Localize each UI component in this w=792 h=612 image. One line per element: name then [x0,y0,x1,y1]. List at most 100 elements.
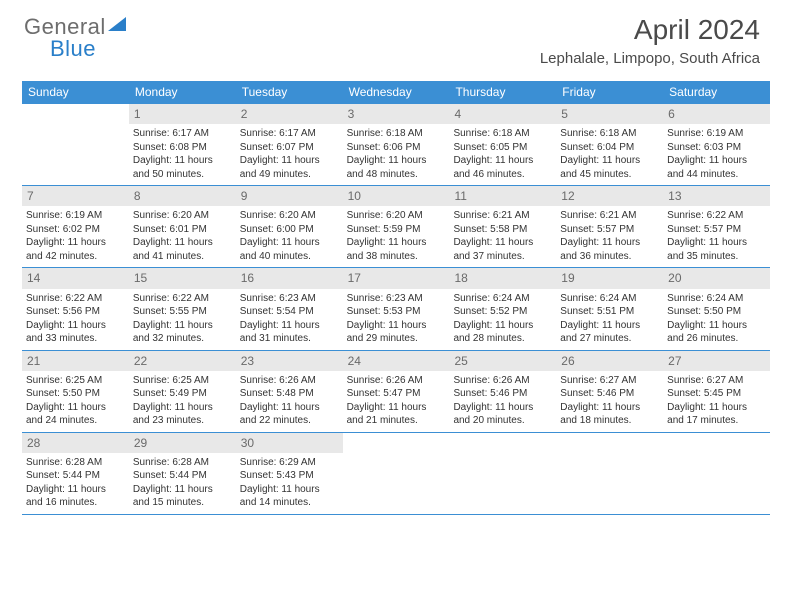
day-cell: 18 Sunrise: 6:24 AMSunset: 5:52 PMDayligh… [449,268,556,349]
location: Lephalale, Limpopo, South Africa [540,50,760,67]
day-number: 20 [663,268,770,288]
day-details: Sunrise: 6:21 AMSunset: 5:57 PMDaylight:… [560,209,659,263]
day-cell: 8Sunrise: 6:20 AMSunset: 6:01 PMDaylight… [129,186,236,267]
day-number: 23 [236,351,343,371]
weekday-label: Tuesday [236,81,343,104]
week-row: 7Sunrise: 6:19 AMSunset: 6:02 PMDaylight… [22,186,770,268]
day-number: 29 [129,433,236,453]
logo: General Blue [24,14,126,40]
day-details: Sunrise: 6:27 AMSunset: 5:45 PMDaylight:… [667,374,766,428]
day-cell: 12 Sunrise: 6:21 AMSunset: 5:57 PMDayligh… [556,186,663,267]
day-details: Sunrise: 6:19 AMSunset: 6:02 PMDaylight:… [26,209,125,263]
day-cell: 24 Sunrise: 6:26 AMSunset: 5:47 PMDayligh… [343,351,450,432]
day-details: Sunrise: 6:17 AMSunset: 6:08 PMDaylight:… [133,127,232,181]
day-number: 24 [343,351,450,371]
week-row: 1 Sunrise: 6:17 AMSunset: 6:08 PMDaylight… [22,104,770,186]
day-number: 12 [556,186,663,206]
day-cell: 25 Sunrise: 6:26 AMSunset: 5:46 PMDayligh… [449,351,556,432]
day-details: Sunrise: 6:18 AMSunset: 6:05 PMDaylight:… [453,127,552,181]
triangle-icon [108,17,126,31]
day-details: Sunrise: 6:29 AMSunset: 5:43 PMDaylight:… [240,456,339,510]
day-details: Sunrise: 6:18 AMSunset: 6:06 PMDaylight:… [347,127,446,181]
title-block: April 2024 Lephalale, Limpopo, South Afr… [540,14,760,67]
day-cell: 13 Sunrise: 6:22 AMSunset: 5:57 PMDayligh… [663,186,770,267]
day-details: Sunrise: 6:18 AMSunset: 6:04 PMDaylight:… [560,127,659,181]
day-details: Sunrise: 6:23 AMSunset: 5:54 PMDaylight:… [240,292,339,346]
day-number: 5 [556,104,663,124]
weekday-label: Sunday [22,81,129,104]
weekday-label: Monday [129,81,236,104]
day-details: Sunrise: 6:26 AMSunset: 5:48 PMDaylight:… [240,374,339,428]
day-details: Sunrise: 6:28 AMSunset: 5:44 PMDaylight:… [26,456,125,510]
day-cell: 15 Sunrise: 6:22 AMSunset: 5:55 PMDayligh… [129,268,236,349]
day-details: Sunrise: 6:17 AMSunset: 6:07 PMDaylight:… [240,127,339,181]
day-cell [343,433,450,514]
day-number: 18 [449,268,556,288]
weekday-header: SundayMondayTuesdayWednesdayThursdayFrid… [22,81,770,104]
day-cell [22,104,129,185]
day-number: 10 [343,186,450,206]
week-row: 21Sunrise: 6:25 AMSunset: 5:50 PMDayligh… [22,351,770,433]
weekday-label: Thursday [449,81,556,104]
day-details: Sunrise: 6:19 AMSunset: 6:03 PMDaylight:… [667,127,766,181]
logo-text-right: Blue [50,36,96,61]
day-cell: 6Sunrise: 6:19 AMSunset: 6:03 PMDaylight… [663,104,770,185]
day-number: 21 [22,351,129,371]
day-cell: 16 Sunrise: 6:23 AMSunset: 5:54 PMDayligh… [236,268,343,349]
day-number: 8 [129,186,236,206]
day-details: Sunrise: 6:22 AMSunset: 5:57 PMDaylight:… [667,209,766,263]
day-details: Sunrise: 6:27 AMSunset: 5:46 PMDaylight:… [560,374,659,428]
day-details: Sunrise: 6:24 AMSunset: 5:50 PMDaylight:… [667,292,766,346]
day-cell [556,433,663,514]
day-number: 16 [236,268,343,288]
day-number: 22 [129,351,236,371]
day-number: 1 [129,104,236,124]
day-number: 26 [556,351,663,371]
day-cell: 22 Sunrise: 6:25 AMSunset: 5:49 PMDayligh… [129,351,236,432]
day-cell: 14Sunrise: 6:22 AMSunset: 5:56 PMDayligh… [22,268,129,349]
day-number: 4 [449,104,556,124]
day-number: 27 [663,351,770,371]
weekday-label: Friday [556,81,663,104]
day-cell: 3 Sunrise: 6:18 AMSunset: 6:06 PMDaylight… [343,104,450,185]
month-title: April 2024 [540,14,760,46]
day-number: 14 [22,268,129,288]
day-details: Sunrise: 6:21 AMSunset: 5:58 PMDaylight:… [453,209,552,263]
day-cell: 17Sunrise: 6:23 AMSunset: 5:53 PMDayligh… [343,268,450,349]
day-cell: 29Sunrise: 6:28 AMSunset: 5:44 PMDayligh… [129,433,236,514]
day-cell: 30 Sunrise: 6:29 AMSunset: 5:43 PMDayligh… [236,433,343,514]
day-details: Sunrise: 6:26 AMSunset: 5:47 PMDaylight:… [347,374,446,428]
day-cell: 26 Sunrise: 6:27 AMSunset: 5:46 PMDayligh… [556,351,663,432]
header: General Blue April 2024 Lephalale, Limpo… [0,0,792,73]
day-number: 25 [449,351,556,371]
calendar: SundayMondayTuesdayWednesdayThursdayFrid… [22,81,770,515]
day-cell: 27 Sunrise: 6:27 AMSunset: 5:45 PMDayligh… [663,351,770,432]
day-cell: 9Sunrise: 6:20 AMSunset: 6:00 PMDaylight… [236,186,343,267]
day-cell: 21Sunrise: 6:25 AMSunset: 5:50 PMDayligh… [22,351,129,432]
weekday-label: Wednesday [343,81,450,104]
day-details: Sunrise: 6:24 AMSunset: 5:52 PMDaylight:… [453,292,552,346]
day-number: 3 [343,104,450,124]
day-cell: 4 Sunrise: 6:18 AMSunset: 6:05 PMDaylight… [449,104,556,185]
day-cell: 28 Sunrise: 6:28 AMSunset: 5:44 PMDayligh… [22,433,129,514]
day-details: Sunrise: 6:22 AMSunset: 5:55 PMDaylight:… [133,292,232,346]
day-number: 11 [449,186,556,206]
weekday-label: Saturday [663,81,770,104]
day-cell: 23 Sunrise: 6:26 AMSunset: 5:48 PMDayligh… [236,351,343,432]
day-cell: 11 Sunrise: 6:21 AMSunset: 5:58 PMDayligh… [449,186,556,267]
day-number: 19 [556,268,663,288]
day-number: 9 [236,186,343,206]
day-number: 28 [22,433,129,453]
day-cell [449,433,556,514]
day-details: Sunrise: 6:26 AMSunset: 5:46 PMDaylight:… [453,374,552,428]
week-row: 28 Sunrise: 6:28 AMSunset: 5:44 PMDayligh… [22,433,770,515]
day-details: Sunrise: 6:24 AMSunset: 5:51 PMDaylight:… [560,292,659,346]
day-number: 15 [129,268,236,288]
day-number: 13 [663,186,770,206]
day-cell: 19 Sunrise: 6:24 AMSunset: 5:51 PMDayligh… [556,268,663,349]
day-cell: 1 Sunrise: 6:17 AMSunset: 6:08 PMDaylight… [129,104,236,185]
day-details: Sunrise: 6:23 AMSunset: 5:53 PMDaylight:… [347,292,446,346]
day-number: 30 [236,433,343,453]
day-details: Sunrise: 6:25 AMSunset: 5:49 PMDaylight:… [133,374,232,428]
day-cell: 5 Sunrise: 6:18 AMSunset: 6:04 PMDaylight… [556,104,663,185]
